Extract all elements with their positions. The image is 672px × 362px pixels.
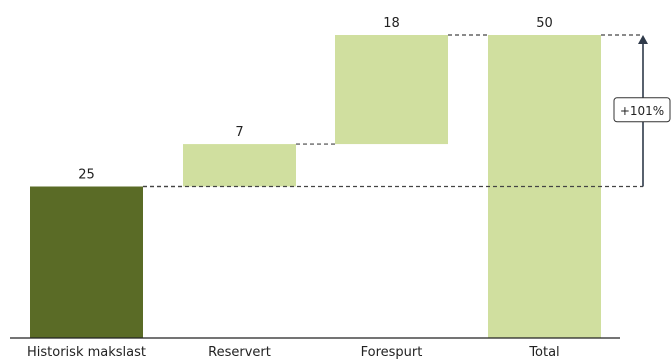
growth-label: +101% [620, 104, 664, 118]
value-label: 50 [536, 16, 553, 31]
bar-reservert [183, 144, 296, 187]
connectors-group [143, 34, 643, 188]
value-label: 18 [383, 16, 400, 31]
category-label: Reservert [208, 345, 271, 360]
bar-historisk-makslast [30, 186, 143, 338]
value-labels-group: 25 7 18 50 [78, 16, 553, 183]
value-label: 7 [235, 125, 243, 140]
category-label: Forespurt [361, 345, 423, 360]
bar-forespurt [335, 35, 448, 145]
category-label: Historisk makslast [27, 345, 146, 360]
category-labels-group: Historisk makslast Reservert Forespurt Tota… [27, 345, 560, 360]
value-label: 25 [78, 168, 95, 183]
growth-label-box [613, 97, 671, 123]
bars-group [30, 35, 601, 338]
growth-annotation: +101% [613, 35, 671, 187]
category-label: Total [528, 345, 559, 360]
growth-arrow-head-icon [638, 35, 648, 44]
